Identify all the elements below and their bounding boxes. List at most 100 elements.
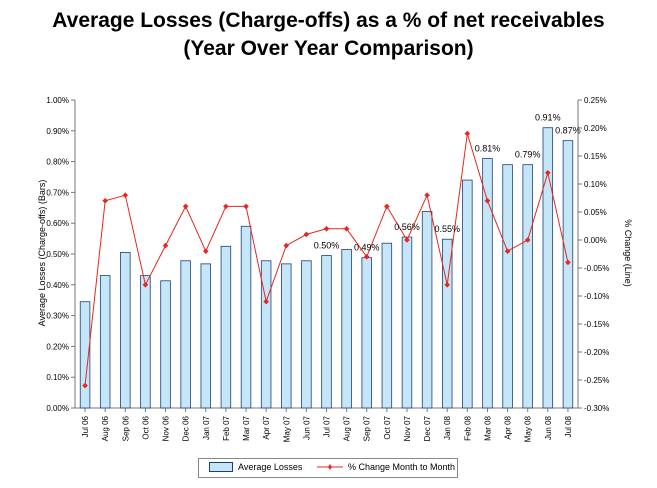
line-point bbox=[243, 203, 249, 210]
bar bbox=[341, 248, 352, 409]
x-tick-label: Oct 07 bbox=[383, 415, 392, 439]
data-label: 0.79% bbox=[515, 150, 541, 160]
y-tick-label: 0.90% bbox=[46, 127, 69, 136]
legend-item-bars: Average Losses bbox=[209, 462, 302, 472]
bar bbox=[421, 211, 433, 409]
y2-axis-title: % Change (Line) bbox=[623, 219, 633, 287]
bar bbox=[401, 236, 413, 409]
bar bbox=[441, 238, 453, 409]
line-point bbox=[504, 248, 511, 254]
y2-tick-label: 0.25% bbox=[584, 96, 607, 105]
bar bbox=[120, 252, 131, 409]
bar bbox=[240, 225, 252, 409]
bar bbox=[502, 164, 513, 409]
line-point bbox=[122, 192, 129, 198]
line-point bbox=[343, 226, 350, 232]
y2-tick-label: -0.15% bbox=[584, 320, 609, 329]
y2-tick-label: -0.10% bbox=[584, 292, 609, 301]
y-tick-label: 0.00% bbox=[46, 404, 69, 413]
line-point bbox=[182, 203, 189, 210]
line-point bbox=[263, 298, 269, 305]
line-point bbox=[464, 130, 471, 137]
plot-group: 0.00% 0.10% 0.20% 0.30% 0.40% 0.50% 0.60% 0.70%… bbox=[46, 96, 609, 442]
data-label: 0.49% bbox=[354, 243, 380, 253]
line-point bbox=[223, 203, 229, 210]
line-point bbox=[384, 203, 390, 210]
line-point bbox=[404, 237, 410, 243]
x-tick-label: Feb 08 bbox=[463, 415, 472, 440]
bar bbox=[482, 158, 493, 409]
line-point bbox=[303, 231, 310, 238]
y-tick-label: 0.30% bbox=[46, 312, 69, 321]
line-point bbox=[202, 248, 209, 254]
y2-tick-label: -0.30% bbox=[584, 404, 609, 413]
bar bbox=[281, 263, 292, 409]
y2-tick-label: 0.15% bbox=[584, 152, 607, 161]
y2-tick-label: -0.05% bbox=[584, 264, 609, 273]
bar bbox=[260, 260, 272, 409]
y2-tick-label: 0.10% bbox=[584, 180, 607, 189]
x-tick-label: Sep 07 bbox=[363, 415, 372, 441]
line-point bbox=[424, 192, 430, 198]
chart-title-line-1: Average Losses (Charge-offs) as a % of n… bbox=[52, 9, 605, 32]
data-label: 0.55% bbox=[434, 224, 460, 234]
line-point bbox=[102, 198, 108, 204]
x-tick-label: Sep 06 bbox=[121, 415, 130, 441]
line-point bbox=[283, 242, 290, 249]
chart-title-line-2: (Year Over Year Comparison) bbox=[183, 37, 474, 60]
bar bbox=[220, 245, 232, 409]
y2-tick-label: 0.20% bbox=[584, 124, 607, 133]
x-tick-label: Apr 07 bbox=[262, 415, 271, 439]
x-tick-label: Aug 07 bbox=[343, 415, 352, 441]
bar bbox=[160, 280, 171, 409]
x-tick-label: Jul 06 bbox=[81, 415, 90, 437]
line-point bbox=[444, 282, 451, 288]
legend-bar-swatch bbox=[209, 462, 233, 472]
x-tick-label: Dec 06 bbox=[182, 415, 191, 441]
x-tick-label: Mar 08 bbox=[483, 415, 492, 440]
bar bbox=[180, 260, 191, 409]
x-tick-label: Jun 08 bbox=[544, 415, 553, 440]
x-tick-label: Nov 07 bbox=[403, 415, 412, 441]
legend-line-swatch bbox=[317, 464, 343, 470]
legend-item-line: % Change Month to Month bbox=[317, 462, 455, 472]
y2-tick-label: 0.00% bbox=[584, 236, 607, 245]
data-label: 0.56% bbox=[394, 222, 420, 232]
bar bbox=[301, 260, 312, 409]
line-point bbox=[142, 282, 149, 288]
data-label: 0.87% bbox=[555, 126, 581, 136]
y-tick-label: 0.70% bbox=[46, 188, 69, 197]
y-tick-label: 1.00% bbox=[46, 96, 69, 105]
y-tick-label: 0.20% bbox=[46, 342, 69, 351]
chart-legend: Average Losses % Change Month to Month bbox=[198, 458, 458, 478]
bar bbox=[200, 263, 212, 409]
line-point bbox=[82, 382, 88, 389]
x-tick-label: Aug 06 bbox=[101, 415, 110, 441]
y-tick-label: 0.80% bbox=[46, 158, 69, 167]
line-point bbox=[524, 237, 531, 243]
line-point bbox=[484, 198, 491, 204]
line-point bbox=[545, 170, 551, 176]
legend-label-bars: Average Losses bbox=[238, 462, 303, 472]
bar bbox=[99, 275, 111, 409]
x-tick-label: Dec 07 bbox=[423, 415, 432, 441]
line-point bbox=[565, 259, 571, 266]
y2-tick-label: -0.25% bbox=[584, 376, 609, 385]
bar bbox=[361, 257, 372, 409]
legend-label-line: % Change Month to Month bbox=[348, 462, 456, 472]
x-tick-label: Jan 08 bbox=[443, 415, 452, 440]
bar bbox=[140, 275, 151, 409]
x-tick-label: Oct 06 bbox=[141, 415, 150, 439]
x-tick-label: May 08 bbox=[524, 415, 533, 442]
y2-tick-label: -0.20% bbox=[584, 348, 609, 357]
bar bbox=[381, 242, 393, 409]
y-tick-label: 0.50% bbox=[46, 250, 69, 259]
line-point bbox=[323, 226, 330, 232]
y-tick-label: 0.10% bbox=[46, 373, 69, 382]
data-label: 0.81% bbox=[475, 144, 501, 154]
bar bbox=[542, 127, 554, 409]
x-tick-label: Jul 07 bbox=[323, 415, 332, 437]
data-label: 0.91% bbox=[535, 113, 561, 123]
x-tick-label: Apr 08 bbox=[504, 415, 513, 439]
